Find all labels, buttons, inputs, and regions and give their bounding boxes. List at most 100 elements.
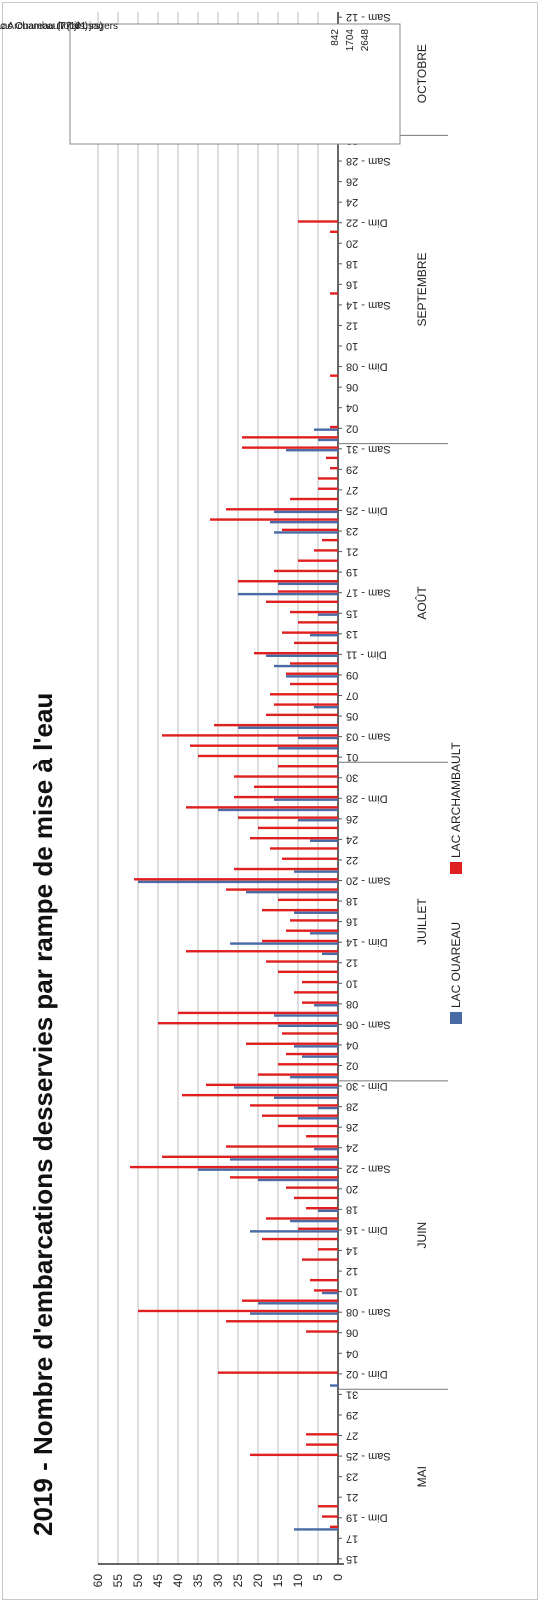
bar <box>162 1155 338 1159</box>
bar <box>230 1176 338 1179</box>
bar <box>322 1515 338 1518</box>
x-tick-label: 21 <box>346 546 358 558</box>
x-tick-label: Dim - 25 <box>346 504 388 516</box>
y-tick-label: 50 <box>131 1574 145 1588</box>
x-tick-label: Sam - 06 <box>346 1018 391 1030</box>
bar <box>178 1011 338 1015</box>
bar <box>250 1104 338 1107</box>
bar <box>266 654 338 657</box>
y-tick-label: 60 <box>91 1574 105 1588</box>
bar <box>330 292 338 295</box>
bar <box>318 487 338 490</box>
bar <box>266 600 338 603</box>
bar <box>266 713 338 717</box>
bar <box>298 621 338 624</box>
bar <box>278 747 338 750</box>
bar <box>298 1227 338 1230</box>
x-tick-label: 02 <box>346 422 358 434</box>
bar <box>278 970 338 974</box>
bar <box>290 919 338 922</box>
bar <box>282 631 338 634</box>
bar <box>330 466 338 470</box>
bar <box>258 826 338 830</box>
legend: LAC OUAREAU LAC ARCHAMBAULT <box>449 742 463 1024</box>
bar <box>278 1063 338 1066</box>
x-tick-label: 24 <box>346 196 358 208</box>
bar <box>314 549 338 552</box>
bar <box>234 1086 338 1089</box>
bar <box>322 538 338 542</box>
bar <box>266 1217 338 1220</box>
bar <box>138 880 338 884</box>
month-labels: MAI JUIN JUILLET AOÛT SEPTEMBRE OCTOBRE <box>338 44 448 1487</box>
bar <box>294 911 338 914</box>
bar <box>258 1073 338 1076</box>
month-label: SEPTEMBRE <box>415 253 429 327</box>
bar <box>226 1320 338 1323</box>
bar <box>274 510 338 514</box>
bar <box>246 890 338 894</box>
x-tick-label: 04 <box>346 1039 358 1051</box>
bar <box>242 446 338 449</box>
bar <box>274 1014 338 1017</box>
bar <box>290 662 338 665</box>
month-label: MAI <box>415 1466 429 1487</box>
bar <box>310 1278 338 1282</box>
bar <box>270 520 338 524</box>
x-tick-label: Dim - 14 <box>346 936 388 948</box>
x-tick-label: Dim - 02 <box>346 1368 388 1380</box>
bar <box>330 374 338 377</box>
month-label: JUILLET <box>415 898 429 945</box>
bar <box>310 634 338 637</box>
bar <box>130 1165 338 1169</box>
y-tick-label: 20 <box>251 1574 265 1588</box>
bar <box>234 775 338 778</box>
bar <box>278 590 338 593</box>
x-tick-label: 10 <box>346 977 358 989</box>
y-tick-label: 10 <box>291 1574 305 1588</box>
bar <box>282 528 338 532</box>
x-tick-label: 10 <box>346 340 358 352</box>
bar <box>330 425 338 429</box>
bar <box>286 1186 338 1189</box>
bar <box>294 1528 338 1531</box>
bar <box>286 672 338 675</box>
bar <box>214 723 338 727</box>
bar <box>298 559 338 562</box>
bar <box>274 798 338 801</box>
bar <box>258 1302 338 1305</box>
bar <box>278 765 338 768</box>
bar <box>318 1505 338 1508</box>
x-tick-label: 17 <box>346 1532 358 1544</box>
bar <box>262 908 338 912</box>
bar <box>322 1291 338 1295</box>
x-tick-label: Dim - 22 <box>346 217 388 229</box>
bar <box>258 1178 338 1182</box>
x-tick-label: Sam - 20 <box>346 875 391 887</box>
x-tick-label: Sam - 14 <box>346 299 391 311</box>
bar <box>218 808 338 812</box>
bar <box>306 1443 338 1446</box>
x-tick-label: 28 <box>346 1101 358 1113</box>
month-label: JUIN <box>415 1222 429 1249</box>
x-tick-label: Dim - 11 <box>346 648 387 660</box>
bar <box>190 744 338 747</box>
x-tick-label: Sam - 03 <box>346 731 391 743</box>
bar <box>278 898 338 902</box>
bar <box>306 1433 338 1436</box>
bar <box>278 582 338 586</box>
x-tick-label: 04 <box>346 1347 358 1359</box>
bar <box>290 610 338 614</box>
bar <box>290 682 338 686</box>
x-tick-label: 06 <box>346 381 358 393</box>
bar <box>274 569 338 573</box>
x-tick-label: 04 <box>346 402 358 414</box>
totals-value: 842 <box>330 29 341 46</box>
x-tick-label: 23 <box>346 1471 358 1483</box>
x-tick-label: Dim - 28 <box>346 792 388 804</box>
bar <box>294 641 338 645</box>
bar <box>314 1289 338 1292</box>
bar <box>306 1135 338 1138</box>
x-tick-label: 20 <box>346 1183 358 1195</box>
